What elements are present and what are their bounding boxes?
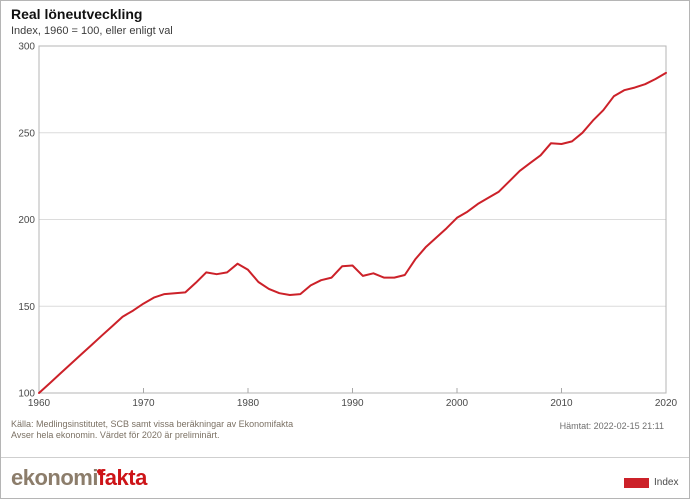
x-tick-label-1960: 1960 xyxy=(28,398,51,409)
series-line-index xyxy=(38,71,667,394)
y-tick-label-250: 250 xyxy=(18,128,35,139)
chart-canvas: 100 150 200 250 300 1960 1970 1980 1990 2000 2010 2… xyxy=(18,42,678,410)
chart-subtitle: Index, 1960 = 100, eller enligt val xyxy=(11,25,173,37)
x-tick-label-2010: 2010 xyxy=(550,398,573,409)
chart-legend: Index xyxy=(624,477,678,488)
x-tick-label-2020: 2020 xyxy=(655,398,678,409)
y-tick-label-150: 150 xyxy=(18,302,35,313)
source-note-line2: Avser hela ekonomin. Värdet för 2020 är … xyxy=(11,430,220,440)
y-tick-label-100: 100 xyxy=(18,389,35,400)
fetched-timestamp: Hämtat: 2022-02-15 21:11 xyxy=(559,421,664,431)
page-title: Real löneutveckling xyxy=(11,6,143,22)
y-tick-label-300: 300 xyxy=(18,42,35,53)
x-tick-label-1970: 1970 xyxy=(132,398,155,409)
footer-divider xyxy=(1,457,689,458)
x-tick-label-2000: 2000 xyxy=(446,398,469,409)
logo-text-red: fakta xyxy=(97,465,147,490)
legend-swatch xyxy=(624,477,649,488)
logo-i-dot xyxy=(97,469,102,474)
y-tick-label-200: 200 xyxy=(18,215,35,226)
source-note-line1: Källa: Medlingsinstitutet, SCB samt viss… xyxy=(11,419,294,429)
x-tick-label-1990: 1990 xyxy=(341,398,364,409)
legend-label: Index xyxy=(654,477,679,488)
logo-text-gray: ekonomi xyxy=(11,465,98,490)
ekonomifakta-logo[interactable]: ekonomifakta xyxy=(11,465,147,491)
line-chart: 100 150 200 250 300 1960 1970 1980 1990 2000 2010 2… xyxy=(1,1,689,461)
x-tick-label-1980: 1980 xyxy=(237,398,260,409)
